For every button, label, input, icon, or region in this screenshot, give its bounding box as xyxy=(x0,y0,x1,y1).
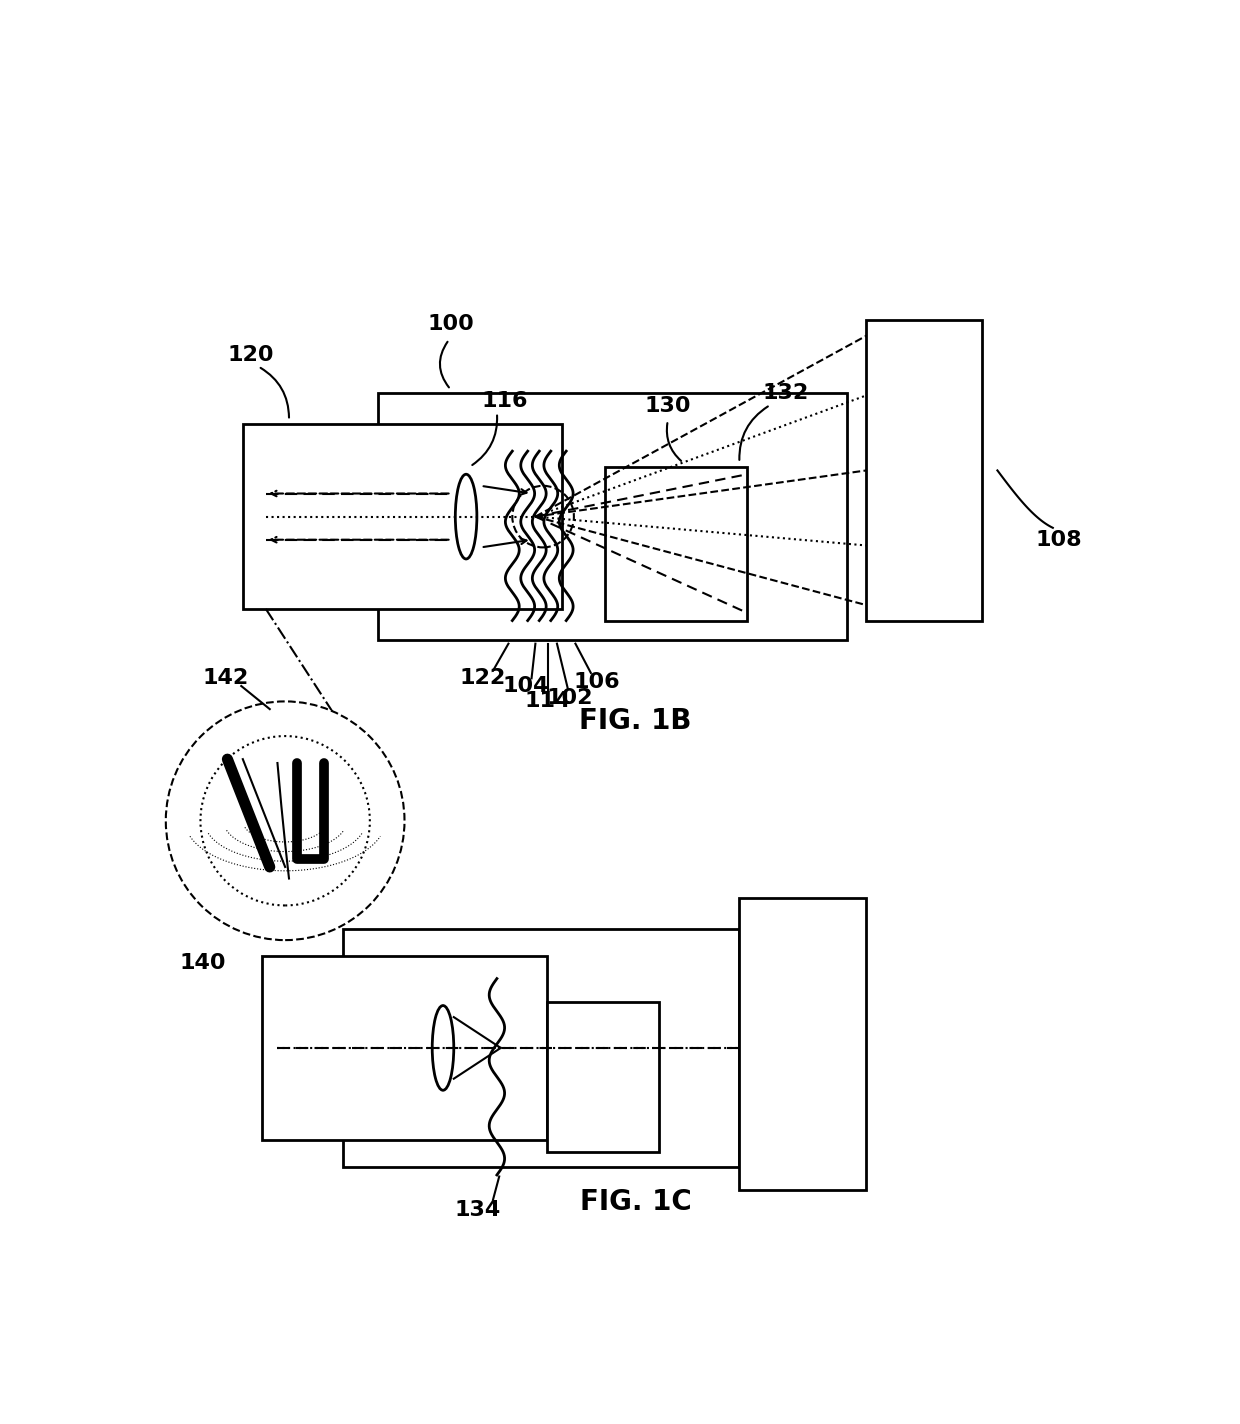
Text: 122: 122 xyxy=(460,668,506,688)
Text: FIG. 1B: FIG. 1B xyxy=(579,706,692,735)
Text: 104: 104 xyxy=(503,676,549,696)
Text: 116: 116 xyxy=(481,392,528,412)
Text: 130: 130 xyxy=(645,396,691,416)
Ellipse shape xyxy=(433,1005,454,1091)
Bar xyxy=(343,928,739,1168)
Bar xyxy=(739,897,867,1190)
Text: 106: 106 xyxy=(574,672,620,692)
Bar xyxy=(262,956,547,1141)
Text: 134: 134 xyxy=(455,1199,501,1219)
Text: 142: 142 xyxy=(202,668,249,688)
Bar xyxy=(605,467,748,621)
Bar xyxy=(377,393,847,639)
Text: 120: 120 xyxy=(227,345,274,365)
Bar xyxy=(867,320,982,621)
Bar xyxy=(243,424,563,609)
Ellipse shape xyxy=(455,474,477,560)
Bar xyxy=(739,897,867,1190)
Text: 108: 108 xyxy=(1035,530,1083,550)
Bar xyxy=(547,1001,658,1152)
Circle shape xyxy=(166,702,404,940)
Bar xyxy=(867,320,982,621)
Text: 114: 114 xyxy=(525,692,570,712)
Text: 102: 102 xyxy=(546,688,593,708)
Text: FIG. 1C: FIG. 1C xyxy=(579,1188,692,1216)
Text: 132: 132 xyxy=(763,383,808,403)
Text: 140: 140 xyxy=(180,953,226,973)
Text: 100: 100 xyxy=(428,315,474,335)
